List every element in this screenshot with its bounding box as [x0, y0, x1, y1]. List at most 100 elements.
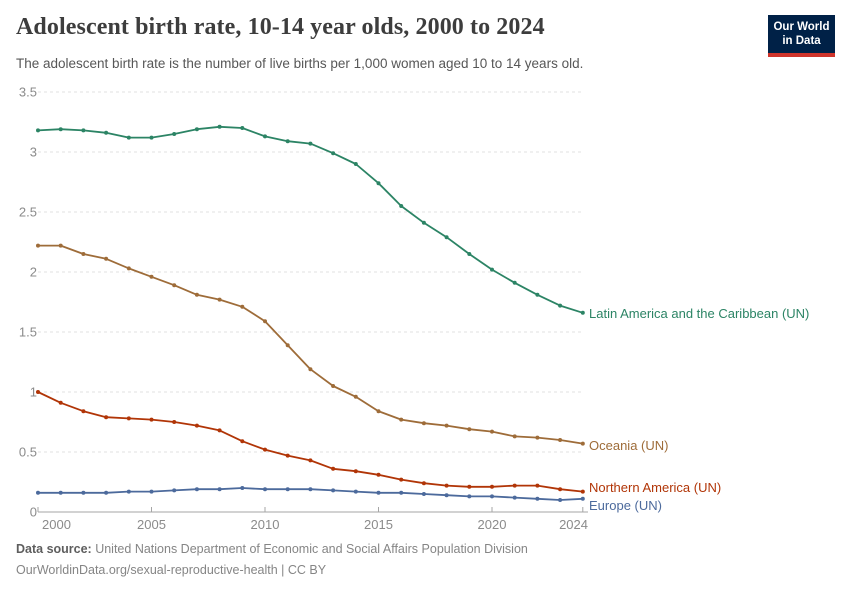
data-point[interactable] — [376, 409, 381, 414]
data-point[interactable] — [36, 243, 40, 248]
data-point[interactable] — [399, 204, 404, 208]
data-point[interactable] — [172, 488, 177, 493]
data-point[interactable] — [104, 490, 109, 495]
data-point[interactable] — [421, 421, 426, 426]
data-point[interactable] — [149, 417, 154, 422]
data-point[interactable] — [490, 484, 494, 489]
data-point[interactable] — [263, 447, 267, 452]
data-point[interactable] — [308, 141, 313, 146]
data-point[interactable] — [104, 415, 109, 420]
data-point[interactable] — [512, 280, 517, 285]
data-point[interactable] — [512, 483, 517, 488]
data-point[interactable] — [308, 487, 313, 492]
data-point[interactable] — [58, 127, 63, 132]
data-point[interactable] — [194, 292, 199, 297]
data-point[interactable] — [308, 458, 313, 463]
data-point[interactable] — [421, 492, 426, 496]
data-point[interactable] — [172, 132, 177, 136]
data-point[interactable] — [240, 486, 245, 490]
data-point[interactable] — [194, 423, 199, 428]
data-point[interactable] — [194, 487, 199, 492]
data-point[interactable] — [126, 489, 131, 494]
data-point[interactable] — [444, 235, 449, 240]
data-point[interactable] — [353, 394, 358, 399]
data-point[interactable] — [444, 483, 449, 488]
data-point[interactable] — [580, 496, 585, 501]
data-point[interactable] — [490, 429, 494, 434]
data-point[interactable] — [126, 135, 131, 140]
series-line[interactable] — [37, 125, 584, 314]
data-point[interactable] — [285, 487, 290, 492]
data-point[interactable] — [172, 420, 177, 424]
series-label[interactable]: Europe (UN) — [589, 498, 662, 513]
data-point[interactable] — [240, 126, 245, 130]
data-point[interactable] — [172, 283, 177, 288]
data-point[interactable] — [194, 127, 199, 132]
data-point[interactable] — [104, 130, 109, 135]
data-point[interactable] — [331, 488, 336, 493]
data-point[interactable] — [399, 477, 404, 482]
data-point[interactable] — [217, 428, 222, 433]
data-point[interactable] — [421, 220, 426, 225]
data-point[interactable] — [149, 274, 154, 279]
data-point[interactable] — [353, 489, 358, 494]
data-point[interactable] — [149, 489, 154, 494]
data-point[interactable] — [444, 493, 449, 498]
data-point[interactable] — [36, 390, 40, 394]
data-point[interactable] — [81, 128, 86, 133]
data-point[interactable] — [149, 135, 154, 140]
data-point[interactable] — [535, 292, 540, 297]
series-label[interactable]: Latin America and the Caribbean (UN) — [589, 306, 809, 321]
owid-logo[interactable]: Our World in Data — [768, 15, 835, 57]
data-point[interactable] — [376, 181, 381, 186]
series-line[interactable] — [37, 391, 584, 493]
data-point[interactable] — [308, 367, 313, 372]
data-point[interactable] — [331, 151, 336, 156]
data-point[interactable] — [285, 343, 290, 348]
data-point[interactable] — [217, 487, 222, 492]
footer-link[interactable]: OurWorldinData.org/sexual-reproductive-h… — [16, 563, 278, 577]
series-label[interactable]: Northern America (UN) — [589, 480, 721, 495]
data-point[interactable] — [58, 490, 63, 495]
data-point[interactable] — [58, 243, 63, 248]
data-point[interactable] — [444, 423, 449, 428]
data-point[interactable] — [580, 441, 585, 446]
data-point[interactable] — [285, 139, 290, 144]
data-point[interactable] — [558, 303, 563, 308]
data-point[interactable] — [580, 489, 585, 494]
data-point[interactable] — [376, 490, 381, 495]
data-point[interactable] — [217, 297, 222, 302]
data-point[interactable] — [535, 435, 540, 440]
data-point[interactable] — [285, 453, 290, 458]
data-point[interactable] — [331, 384, 336, 388]
data-point[interactable] — [558, 438, 563, 442]
data-point[interactable] — [467, 252, 472, 256]
data-point[interactable] — [421, 481, 426, 486]
series-label[interactable]: Oceania (UN) — [589, 438, 668, 453]
data-point[interactable] — [580, 310, 585, 315]
data-point[interactable] — [399, 417, 404, 422]
data-point[interactable] — [263, 319, 267, 324]
data-point[interactable] — [36, 128, 40, 133]
data-point[interactable] — [240, 439, 245, 444]
data-point[interactable] — [104, 256, 109, 261]
data-point[interactable] — [490, 494, 494, 499]
data-point[interactable] — [490, 267, 494, 272]
data-point[interactable] — [263, 134, 267, 139]
data-point[interactable] — [81, 490, 86, 495]
data-point[interactable] — [331, 466, 336, 471]
data-point[interactable] — [36, 490, 40, 495]
data-point[interactable] — [535, 483, 540, 488]
data-point[interactable] — [353, 162, 358, 166]
line-chart[interactable]: 0 0.5 1 1.5 2 2.5 3 3.5 2000 2005 2010 2015 2020 2024… — [0, 80, 850, 550]
data-point[interactable] — [126, 416, 131, 421]
data-point[interactable] — [512, 495, 517, 500]
data-point[interactable] — [81, 252, 86, 256]
data-point[interactable] — [558, 498, 563, 502]
data-point[interactable] — [81, 409, 86, 414]
data-point[interactable] — [467, 484, 472, 489]
data-point[interactable] — [467, 494, 472, 499]
data-point[interactable] — [126, 266, 131, 271]
data-point[interactable] — [217, 124, 222, 129]
data-point[interactable] — [240, 304, 245, 309]
